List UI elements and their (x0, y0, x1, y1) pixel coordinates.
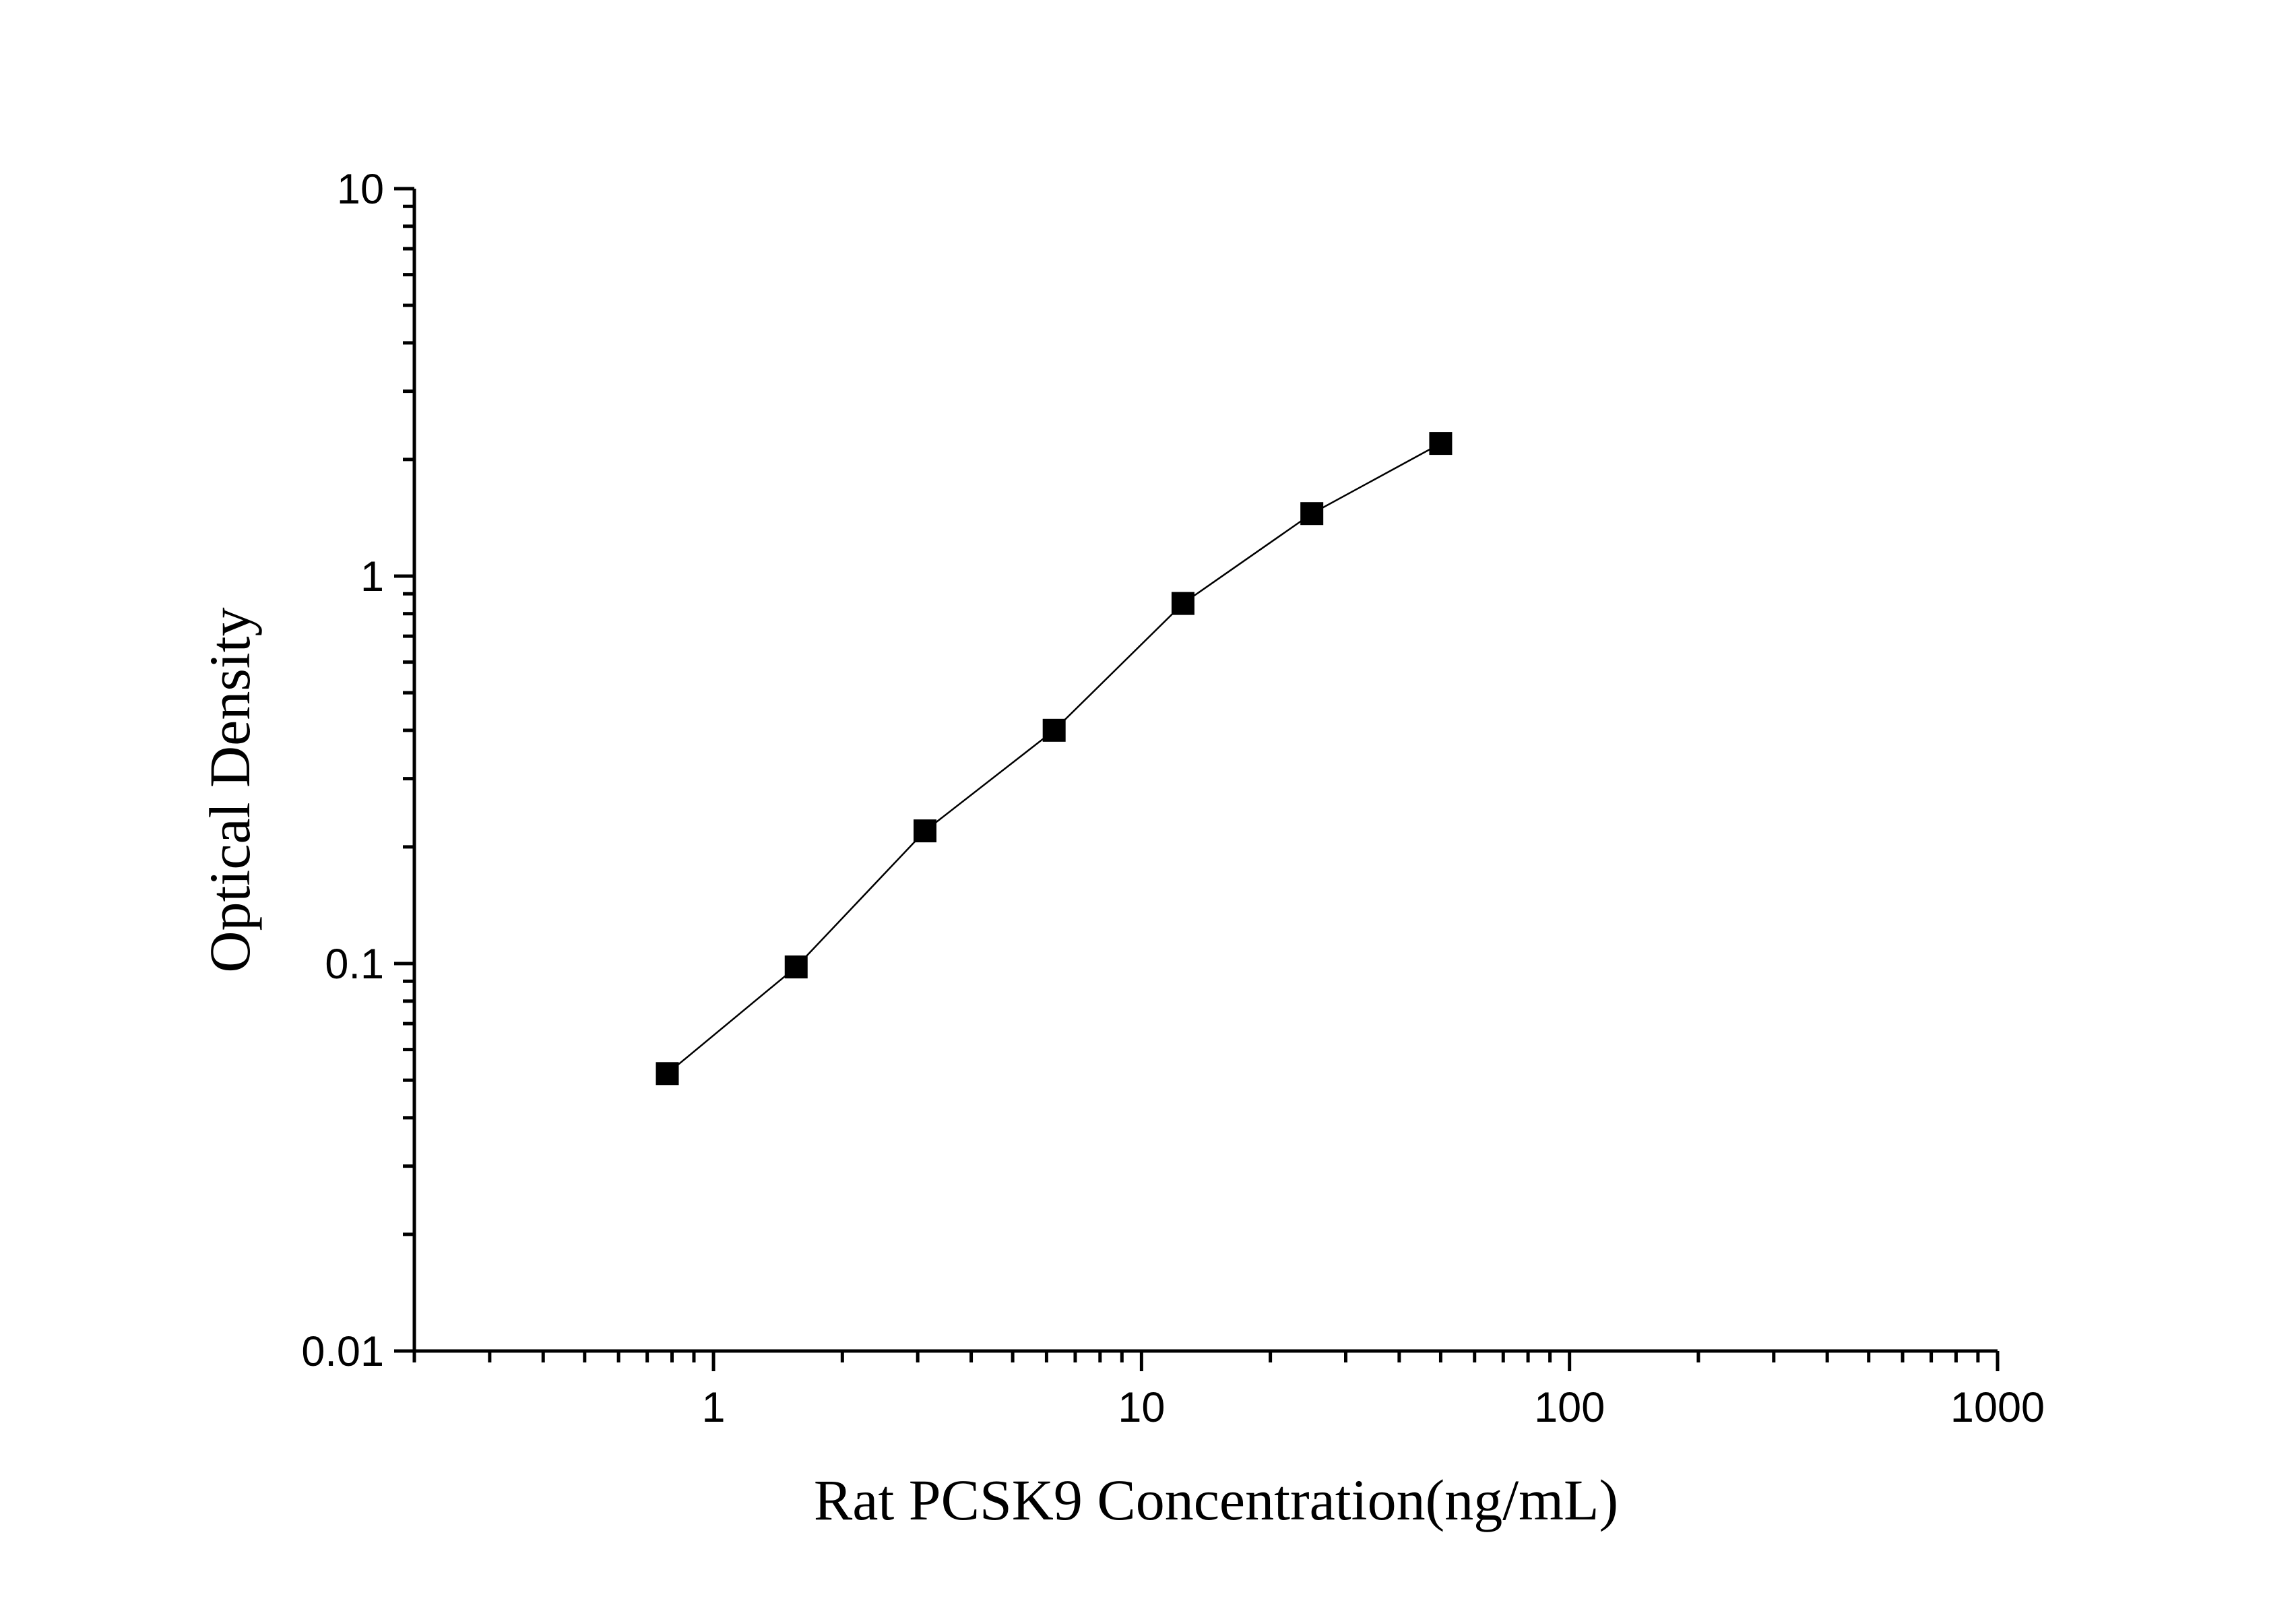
series (656, 432, 1453, 1086)
y-tick-label: 0.01 (301, 1328, 384, 1375)
data-point (1171, 592, 1194, 615)
axes (412, 189, 1998, 1353)
series-line (666, 443, 1442, 1075)
tick-labels: 1 10 100 1000 0.01 0.1 1 10 (301, 166, 2045, 1431)
y-tick-label: 1 (360, 553, 384, 600)
y-tick-label: 0.1 (325, 941, 384, 988)
y-axis-title: Optical Density (197, 607, 262, 972)
data-point (656, 1062, 679, 1086)
y-tick-label: 10 (337, 166, 384, 213)
data-point (1300, 502, 1324, 526)
x-tick-label: 10 (1118, 1384, 1165, 1431)
data-point (1429, 432, 1453, 455)
data-point (784, 955, 808, 979)
x-tick-label: 1 (702, 1384, 726, 1431)
data-point (1042, 718, 1066, 742)
x-axis-title: Rat PCSK9 Concentration(ng/mL) (814, 1468, 1618, 1532)
data-point (914, 819, 937, 843)
ticks (394, 187, 2000, 1371)
x-tick-label: 1000 (1950, 1384, 2045, 1431)
x-tick-label: 100 (1534, 1384, 1605, 1431)
